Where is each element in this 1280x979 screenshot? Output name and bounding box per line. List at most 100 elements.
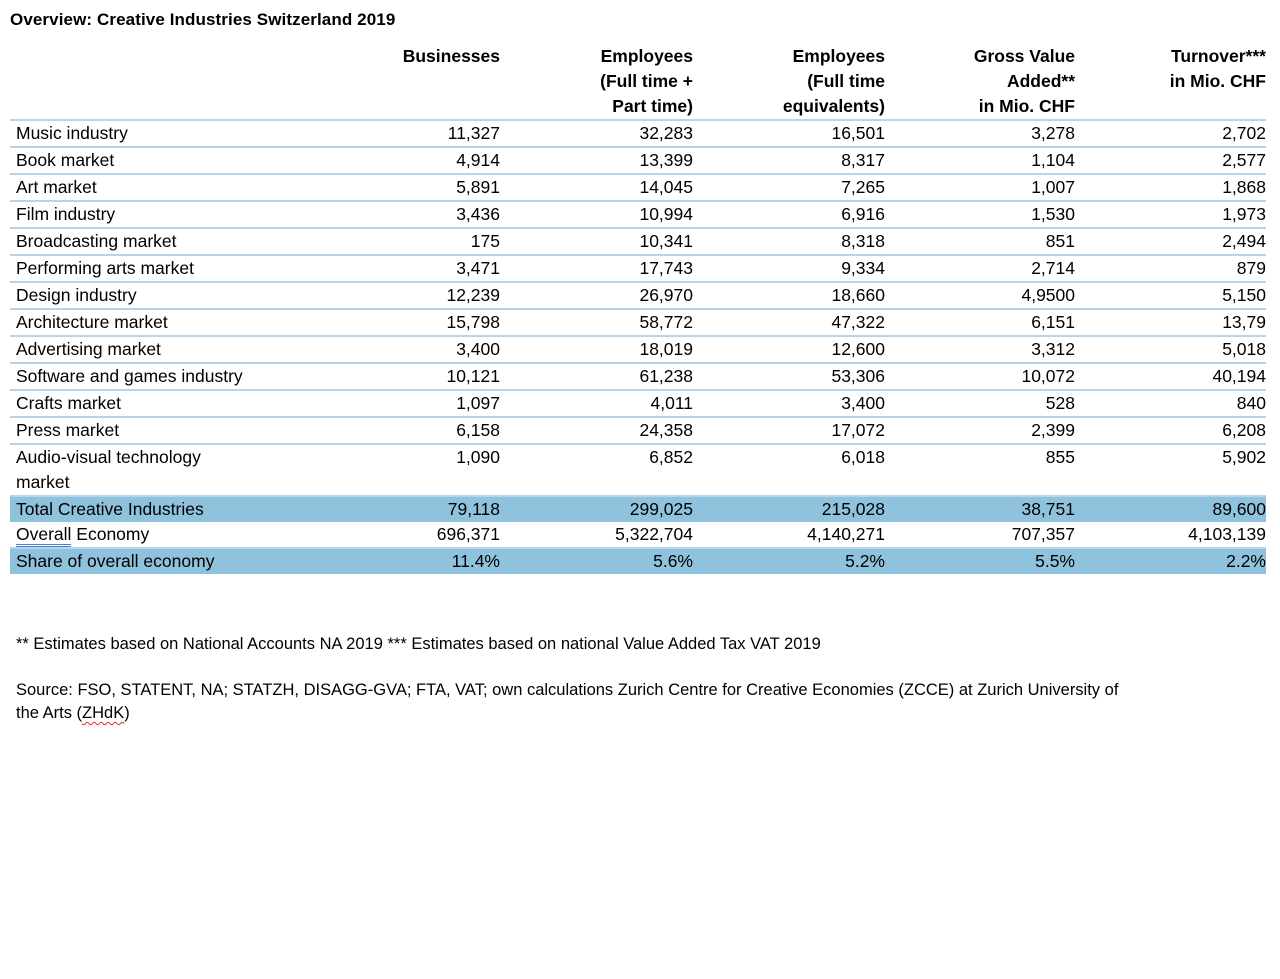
- cell-value: 851: [1045, 231, 1075, 251]
- row-label-text: Economy: [71, 524, 150, 544]
- column-header: Turnover*** in Mio. CHF: [1169, 46, 1266, 91]
- cell-value: 10,072: [1021, 366, 1075, 386]
- cell-value: 2.2%: [1226, 551, 1266, 571]
- footnote-estimates: ** Estimates based on National Accounts …: [16, 635, 821, 653]
- cell-value: 707,357: [1011, 524, 1075, 544]
- cell-value: 4,914: [456, 150, 500, 170]
- cell-value: 4,103,139: [1188, 524, 1266, 544]
- cell-value: 299,025: [629, 499, 693, 519]
- column-header: Businesses: [402, 46, 500, 66]
- cell-value: 6,852: [649, 447, 693, 467]
- cell-value: 5.2%: [845, 551, 885, 571]
- row-label: Software and games industry: [16, 366, 243, 386]
- cell-value: 4,011: [650, 393, 694, 413]
- cell-value: 61,238: [639, 366, 693, 386]
- table-row: Film industry 3,436 10,994 6,916 1,530 1,973: [10, 201, 1266, 228]
- row-label: Art market: [16, 177, 97, 197]
- column-header: Gross Value Added** in Mio. CHF: [973, 46, 1075, 116]
- row-label: Broadcasting market: [16, 231, 177, 251]
- cell-value: 89,600: [1212, 499, 1266, 519]
- cell-value: 7,265: [841, 177, 885, 197]
- cell-value: 4,140,271: [807, 524, 885, 544]
- cell-value: 2,577: [1222, 150, 1266, 170]
- cell-value: 528: [1045, 393, 1075, 413]
- row-label: Book market: [16, 150, 115, 170]
- table-row: Book market 4,914 13,399 8,317 1,104 2,577: [10, 147, 1266, 174]
- cell-value: 12,239: [446, 285, 500, 305]
- row-label: Total Creative Industries: [16, 499, 204, 519]
- row-label: Film industry: [16, 204, 116, 224]
- row-label: Press market: [16, 420, 120, 440]
- cell-value: 38,751: [1021, 499, 1075, 519]
- cell-value: 9,334: [841, 258, 885, 278]
- cell-value: 53,306: [831, 366, 885, 386]
- cell-value: 3,400: [456, 339, 500, 359]
- row-label: Design industry: [16, 285, 137, 305]
- row-label: Overall Economy: [10, 522, 310, 548]
- cell-value: 11.4%: [451, 551, 500, 571]
- row-label: Share of overall economy: [16, 551, 215, 571]
- table-row: Design industry 12,239 26,970 18,660 4,9500 5…: [10, 282, 1266, 309]
- cell-value: 840: [1236, 393, 1266, 413]
- cell-value: 11,327: [447, 123, 500, 143]
- cell-value: 3,400: [841, 393, 885, 413]
- table-row: Total Creative Industries 79,118 299,025 21…: [10, 496, 1266, 522]
- cell-value: 10,341: [639, 231, 693, 251]
- cell-value: 3,471: [456, 258, 500, 278]
- row-label: Music industry: [16, 123, 128, 143]
- cell-value: 3,312: [1031, 339, 1075, 359]
- footnotes: ** Estimates based on National Accounts …: [10, 610, 1266, 748]
- table-row: Architecture market 15,798 58,772 47,322 6,1…: [10, 309, 1266, 336]
- cell-value: 3,436: [456, 204, 500, 224]
- cell-value: 2,714: [1031, 258, 1075, 278]
- cell-value: 6,151: [1031, 312, 1075, 332]
- row-label: Architecture market: [16, 312, 168, 332]
- table-row: Broadcasting market 175 10,341 8,318 851 2,49…: [10, 228, 1266, 255]
- table-row: Overall Economy 696,371 5,322,704 4,140,271…: [10, 522, 1266, 548]
- cell-value: 215,028: [821, 499, 885, 519]
- cell-value: 15,798: [446, 312, 500, 332]
- table-row: Crafts market 1,097 4,011 3,400 528 840: [10, 390, 1266, 417]
- footnote-source-text: Source: FSO, STATENT, NA; STATZH, DISAGG…: [16, 681, 1119, 722]
- table-row: Art market 5,891 14,045 7,265 1,007 1,868: [10, 174, 1266, 201]
- cell-value: 5,322,704: [615, 524, 693, 544]
- cell-value: 1,104: [1031, 150, 1075, 170]
- cell-value: 24,358: [639, 420, 693, 440]
- footnote-source-text: ): [124, 704, 130, 722]
- cell-value: 12,600: [831, 339, 885, 359]
- cell-value: 6,158: [456, 420, 500, 440]
- table-row: Press market 6,158 24,358 17,072 2,399 6,208: [10, 417, 1266, 444]
- cell-value: 18,019: [639, 339, 693, 359]
- table-row: Advertising market 3,400 18,019 12,600 3,312…: [10, 336, 1266, 363]
- footnote-source: Source: FSO, STATENT, NA; STATZH, DISAGG…: [16, 679, 1266, 725]
- table-row: Share of overall economy 11.4% 5.6% 5.2% 5.5…: [10, 548, 1266, 574]
- cell-value: 17,743: [639, 258, 693, 278]
- cell-value: 5.5%: [1035, 551, 1075, 571]
- cell-value: 26,970: [639, 285, 693, 305]
- cell-value: 855: [1045, 447, 1075, 467]
- creative-industries-table: Businesses Employees (Full time + Part ti…: [10, 44, 1266, 574]
- cell-value: 1,868: [1222, 177, 1266, 197]
- cell-value: 32,283: [639, 123, 693, 143]
- row-label: Advertising market: [16, 339, 161, 359]
- cell-value: 17,072: [831, 420, 885, 440]
- cell-value: 4,9500: [1021, 285, 1075, 305]
- table-row: Software and games industry 10,121 61,238 5…: [10, 363, 1266, 390]
- header-row: Businesses Employees (Full time + Part ti…: [10, 44, 1266, 120]
- cell-value: 16,501: [831, 123, 885, 143]
- row-label: Crafts market: [16, 393, 122, 413]
- cell-value: 696,371: [436, 524, 500, 544]
- cell-value: 1,007: [1031, 177, 1075, 197]
- cell-value: 2,702: [1222, 123, 1266, 143]
- cell-value: 8,317: [841, 150, 885, 170]
- cell-value: 40,194: [1212, 366, 1266, 386]
- cell-value: 879: [1236, 258, 1266, 278]
- cell-value: 5,891: [456, 177, 500, 197]
- cell-value: 5.6%: [653, 551, 693, 571]
- spellchecked-word: ZHdK: [82, 704, 125, 722]
- table-row: Music industry 11,327 32,283 16,501 3,278 2,7…: [10, 120, 1266, 147]
- cell-value: 6,208: [1222, 420, 1266, 440]
- header-row-label: [10, 44, 310, 120]
- cell-value: 5,018: [1222, 339, 1266, 359]
